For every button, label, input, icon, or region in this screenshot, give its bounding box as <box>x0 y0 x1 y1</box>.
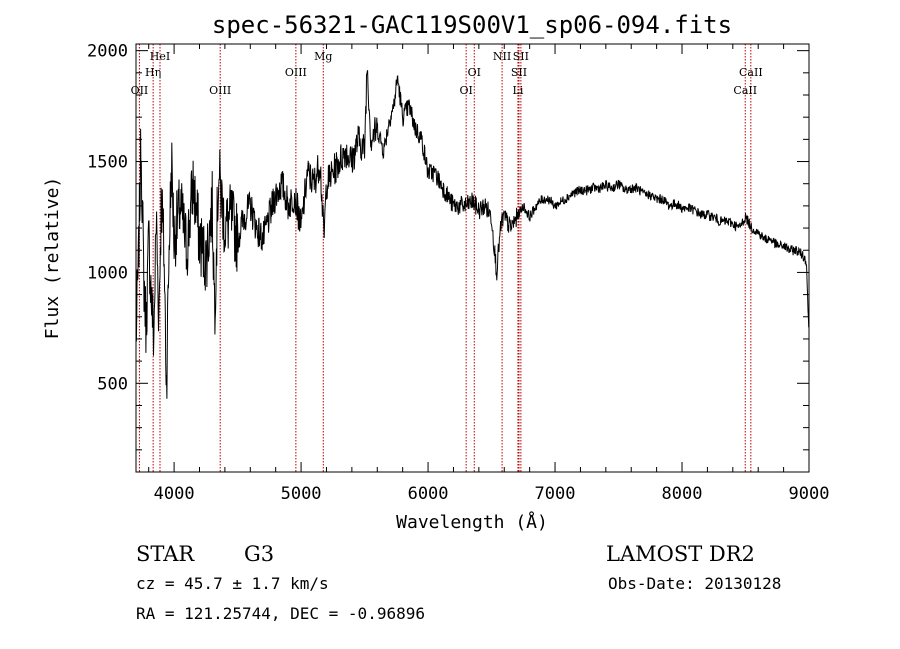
line-label-hei: HeI <box>150 50 170 63</box>
axis-ticks <box>136 44 810 472</box>
line-label-caii: CaII <box>733 84 757 97</box>
line-label-oii: OII <box>131 84 149 97</box>
line-label-sii: SII <box>513 50 529 63</box>
x-tick-label: 6000 <box>408 484 449 504</box>
survey-name: LAMOST DR2 <box>606 542 755 566</box>
spectrum-series <box>135 70 810 399</box>
plot-frame <box>135 43 810 473</box>
x-tick-label: 8000 <box>662 484 703 504</box>
coordinates: RA = 121.25744, DEC = -0.96896 <box>136 604 425 623</box>
line-label-oiii: OIII <box>285 66 307 79</box>
line-label-oiii: OIII <box>209 84 231 97</box>
y-tick-label: 1000 <box>87 263 128 283</box>
obs-date: Obs-Date: 20130128 <box>608 574 781 593</box>
line-label-sii: SII <box>511 66 527 79</box>
object-class: STAR <box>136 542 195 566</box>
line-markers <box>138 44 752 472</box>
x-tick-label: 5000 <box>281 484 322 504</box>
line-label-oi: OI <box>459 84 472 97</box>
object-subclass: G3 <box>244 542 274 566</box>
x-tick-label: 7000 <box>535 484 576 504</box>
line-label-mg: Mg <box>314 50 332 63</box>
line-label-li: Li <box>513 84 524 97</box>
line-label-oi: OI <box>468 66 481 79</box>
line-label-nii: NII <box>493 50 511 63</box>
x-axis-label: Wavelength (Å) <box>396 511 548 533</box>
y-tick-label: 1500 <box>87 153 128 173</box>
x-tick-label: 4000 <box>154 484 195 504</box>
line-label-caii: CaII <box>739 66 763 79</box>
line-label-hη: Hη <box>145 66 161 79</box>
x-tick-label: 9000 <box>789 484 830 504</box>
y-axis-label: Flux (relative) <box>42 177 63 340</box>
y-tick-label: 2000 <box>87 42 128 62</box>
redshift-readout: cz = 45.7 ± 1.7 km/s <box>136 574 329 593</box>
axis-tick-labels: 4000 5000 6000 7000 8000 9000 500 1000 1500 2000 <box>87 42 829 504</box>
chart-title: spec-56321-GAC119S00V1_sp06-094.fits <box>212 11 732 39</box>
line-labels: OII Hη HeI OIII OIII Mg OI OI NII Li SII SII CaII CaI… <box>131 50 763 97</box>
y-tick-label: 500 <box>97 374 128 394</box>
